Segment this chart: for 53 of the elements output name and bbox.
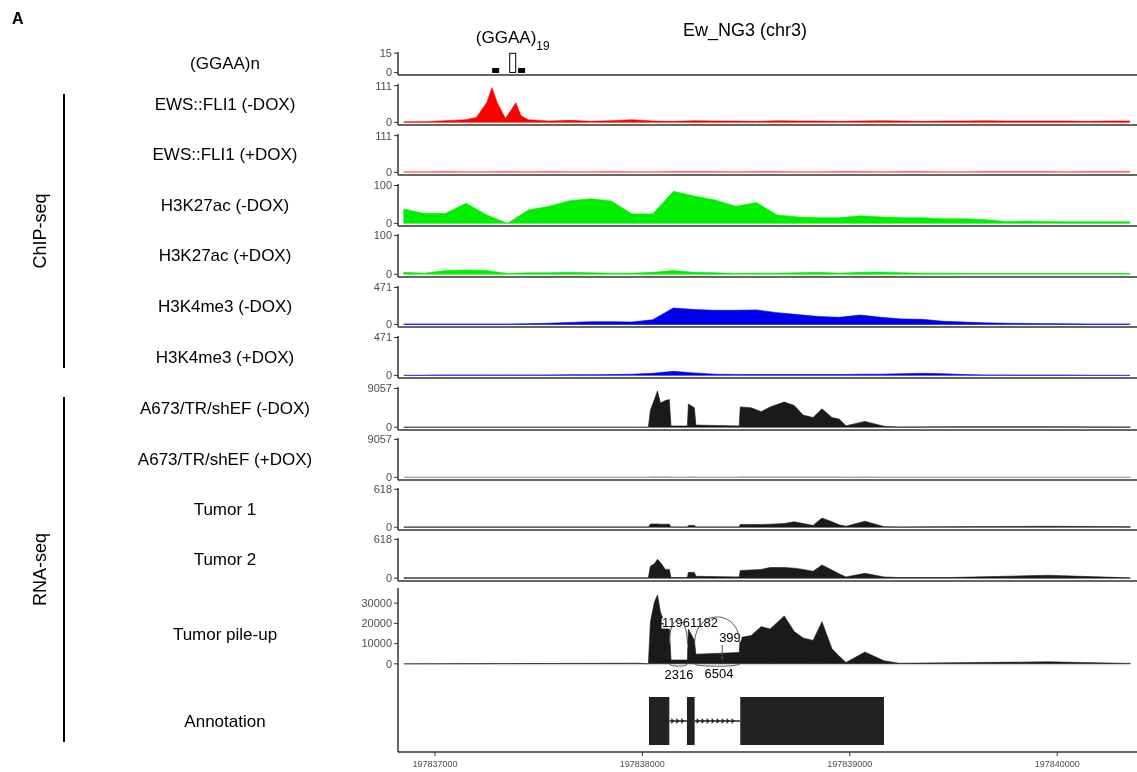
y-tick-label: 9057 (367, 433, 392, 446)
annotation: 2316 (664, 666, 694, 682)
y-tick-label: 0 (385, 66, 392, 79)
y-tick-label: 0 (385, 521, 392, 534)
y-axis-title: EWS::FLI1 (-DOX) (154, 95, 296, 115)
y-tick-label: 0 (385, 217, 392, 230)
y-tick-label: 20000 (361, 617, 392, 630)
y-axis-title: (GGAA)n (190, 54, 260, 74)
y-tick-label: 0 (385, 572, 392, 585)
text: Annotation (184, 711, 266, 731)
y-tick-label: 471 (373, 281, 392, 294)
y-tick-label: 0 (385, 116, 392, 129)
annotation: 1196 (662, 614, 690, 630)
y-axis-title: A673/TR/shEF (+DOX) (137, 449, 313, 469)
y-axis-title: Tumor 1 (193, 499, 257, 519)
y-axis-title: Tumor 2 (193, 550, 257, 570)
y-tick-label: 0 (385, 657, 392, 670)
y-tick-label: 0 (385, 369, 392, 382)
y-axis-title: H3K27ac (-DOX) (160, 195, 290, 215)
chart-title: Ew_NG3 (chr3) (682, 20, 808, 41)
annotation: 6504 (704, 665, 734, 681)
y-tick-label: 9057 (367, 382, 392, 395)
y-tick-label: 111 (375, 129, 392, 142)
text: ChIP-seq (30, 193, 50, 269)
y-axis-title: A673/TR/shEF (-DOX) (139, 399, 311, 419)
y-tick-label: 100 (373, 229, 392, 242)
y-tick-label: 100 (373, 179, 392, 192)
y-axis-title: H3K4me3 (-DOX) (157, 297, 293, 317)
x-tick-label: 197840000 (1034, 759, 1080, 769)
y-axis-title: Tumor pile-up (172, 624, 278, 644)
y-tick-label: 0 (385, 318, 392, 331)
y-axis-title: H3K4me3 (+DOX) (155, 347, 295, 367)
y-tick-label: 10000 (361, 637, 392, 650)
y-tick-label: 618 (373, 533, 392, 546)
annotation: (GGAA)$_{19}$ (475, 28, 550, 54)
y-tick-label: 0 (385, 166, 392, 179)
x-tick-label: 197838000 (619, 759, 665, 769)
x-tick-label: 197839000 (827, 759, 873, 769)
annotation: 399 (719, 629, 741, 645)
y-axis-title: EWS::FLI1 (+DOX) (152, 145, 298, 165)
y-tick-label: 471 (373, 331, 392, 344)
y-tick-label: 0 (385, 268, 392, 281)
y-axis-title: H3K27ac (+DOX) (158, 246, 292, 266)
y-tick-label: 30000 (361, 597, 392, 610)
y-tick-label: 15 (379, 47, 392, 60)
y-tick-label: 111 (375, 79, 392, 92)
y-tick-label: 618 (373, 483, 392, 496)
text: RNA-seq (30, 532, 50, 607)
x-tick-label: 197837000 (412, 759, 458, 769)
text: A (12, 10, 24, 27)
annotation: 1182 (690, 614, 718, 630)
y-tick-label: 0 (385, 471, 392, 484)
y-tick-label: 0 (385, 421, 392, 434)
